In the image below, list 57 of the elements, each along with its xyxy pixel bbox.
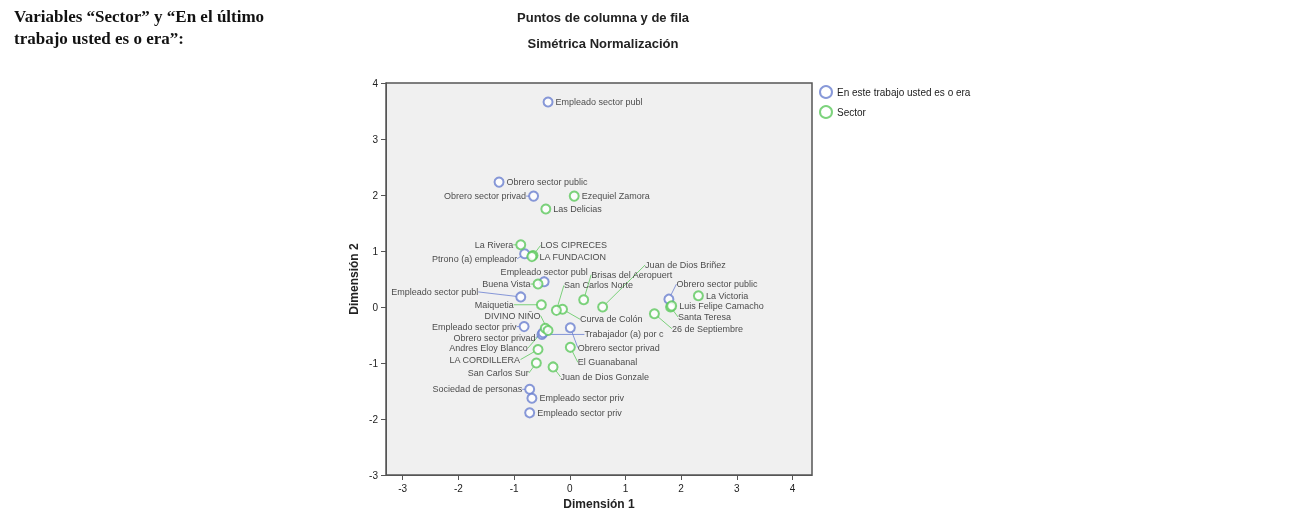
x-tick-label: -3 xyxy=(398,482,408,494)
y-tick-label: -2 xyxy=(369,413,379,425)
data-label: LOS CIPRECES xyxy=(540,240,608,251)
data-label: Empleado sector priv xyxy=(432,321,518,332)
data-label: Maiquetia xyxy=(474,299,514,310)
legend-label: Sector xyxy=(837,106,867,118)
data-label: Ptrono (a) empleador xyxy=(432,253,518,264)
x-axis-title: Dimensión 1 xyxy=(563,496,635,511)
y-tick-label: 3 xyxy=(372,133,379,145)
data-label: Empleado sector publ xyxy=(391,286,479,297)
text: Variables “Sector” y “En el último trabajo usted es o era”: xyxy=(14,6,266,50)
chart-subtitle: Simétrica Normalización xyxy=(527,36,679,51)
data-label: Andres Eloy Blanco xyxy=(449,343,528,354)
data-label: DIVINO NIÑO xyxy=(484,310,541,321)
y-tick-label: -3 xyxy=(369,469,379,481)
data-label: Empleado sector publ xyxy=(500,266,588,277)
data-label: LA FUNDACION xyxy=(539,251,606,262)
data-label: Santa Teresa xyxy=(678,312,731,322)
data-label: Buena Vista xyxy=(482,279,531,290)
data-label: Luis Felipe Camacho xyxy=(679,300,764,311)
x-tick-label: 0 xyxy=(566,482,573,494)
data-label: LA CORDILLERA xyxy=(449,354,521,365)
x-tick-label: 4 xyxy=(789,482,796,494)
data-label: Las Delicias xyxy=(553,204,603,214)
data-label: Juan de Dios Briñez xyxy=(645,260,727,270)
y-axis-title: Dimensión 2 xyxy=(347,243,361,315)
y-tick-label: 2 xyxy=(372,189,379,201)
y-tick-label: 0 xyxy=(372,301,379,313)
y-tick-label: -1 xyxy=(369,357,379,369)
data-label: Juan de Dios Gonzale xyxy=(560,371,650,382)
chart-title: Puntos de columna y de fila xyxy=(517,10,690,25)
data-label: Empleado sector priv xyxy=(539,393,625,404)
x-tick-label: -1 xyxy=(509,482,519,494)
data-label: Obrero sector privad xyxy=(453,332,536,343)
x-tick-label: 3 xyxy=(734,482,741,494)
data-label: Empleado sector priv xyxy=(537,407,623,418)
data-label: 26 de Septiembre xyxy=(671,323,743,334)
data-label: Obrero sector privad xyxy=(577,342,660,353)
data-label: Obrero sector public xyxy=(676,279,758,290)
x-tick-label: 1 xyxy=(622,482,629,494)
data-label: Trabajador (a) por c xyxy=(584,329,665,340)
x-tick-label: -2 xyxy=(453,482,464,494)
data-label: Sociedad de personas xyxy=(432,384,523,395)
data-label: Brisas del Aeropuert xyxy=(591,269,673,280)
data-label: Curva de Colón xyxy=(580,314,643,325)
data-label: El Guanabanal xyxy=(577,357,638,368)
data-label: San Carlos Sur xyxy=(467,368,529,378)
x-tick-label: 2 xyxy=(678,482,685,494)
y-tick-label: 4 xyxy=(372,77,379,89)
data-label: Obrero sector public xyxy=(506,177,589,188)
data-label: La Rivera xyxy=(474,239,514,250)
data-label: La Victoria xyxy=(705,290,749,301)
data-label: Empleado sector publ xyxy=(555,97,643,108)
data-label: Ezequiel Zamora xyxy=(581,191,650,202)
legend-label: En este trabajo usted es o era xyxy=(837,86,971,98)
data-label: Obrero sector privad xyxy=(444,191,527,202)
y-tick-label: 1 xyxy=(372,245,379,257)
